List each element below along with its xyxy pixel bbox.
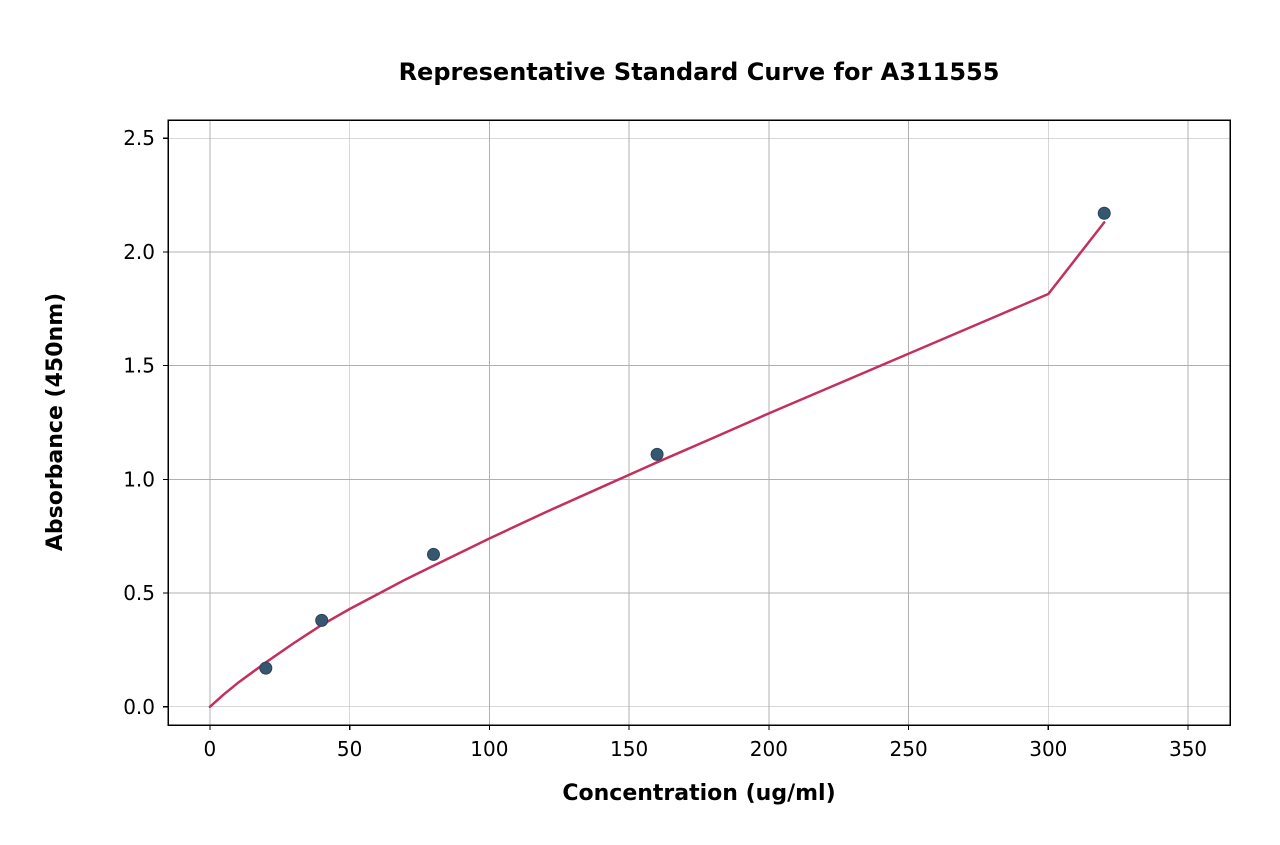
x-tick-label: 300: [1029, 737, 1067, 761]
data-point: [651, 448, 663, 460]
y-tick-label: 2.5: [123, 126, 155, 150]
y-tick-label: 0.0: [123, 695, 155, 719]
data-point: [316, 614, 328, 626]
x-tick-label: 0: [204, 737, 217, 761]
standard-curve-chart: 0 50 100 150 200 250 300 350 0.0 0.5 1.0 1.5 2.0 2.5 R…: [0, 0, 1280, 845]
x-tick-label: 200: [750, 737, 788, 761]
x-tick-label: 350: [1169, 737, 1207, 761]
y-tick-label: 0.5: [123, 581, 155, 605]
data-point: [260, 662, 272, 674]
data-point: [428, 548, 440, 560]
x-tick-label: 150: [610, 737, 648, 761]
chart-container: 0 50 100 150 200 250 300 350 0.0 0.5 1.0 1.5 2.0 2.5 R…: [0, 0, 1280, 845]
x-axis-label: Concentration (ug/ml): [562, 781, 835, 806]
x-tick-label: 250: [890, 737, 928, 761]
x-tick-label: 50: [337, 737, 362, 761]
y-axis-label: Absorbance (450nm): [43, 293, 68, 551]
chart-title: Representative Standard Curve for A31155…: [399, 58, 1000, 86]
x-tick-label: 100: [470, 737, 508, 761]
y-tick-label: 1.0: [123, 467, 155, 491]
y-tick-label: 2.0: [123, 240, 155, 264]
data-point: [1098, 207, 1110, 219]
y-tick-label: 1.5: [123, 354, 155, 378]
